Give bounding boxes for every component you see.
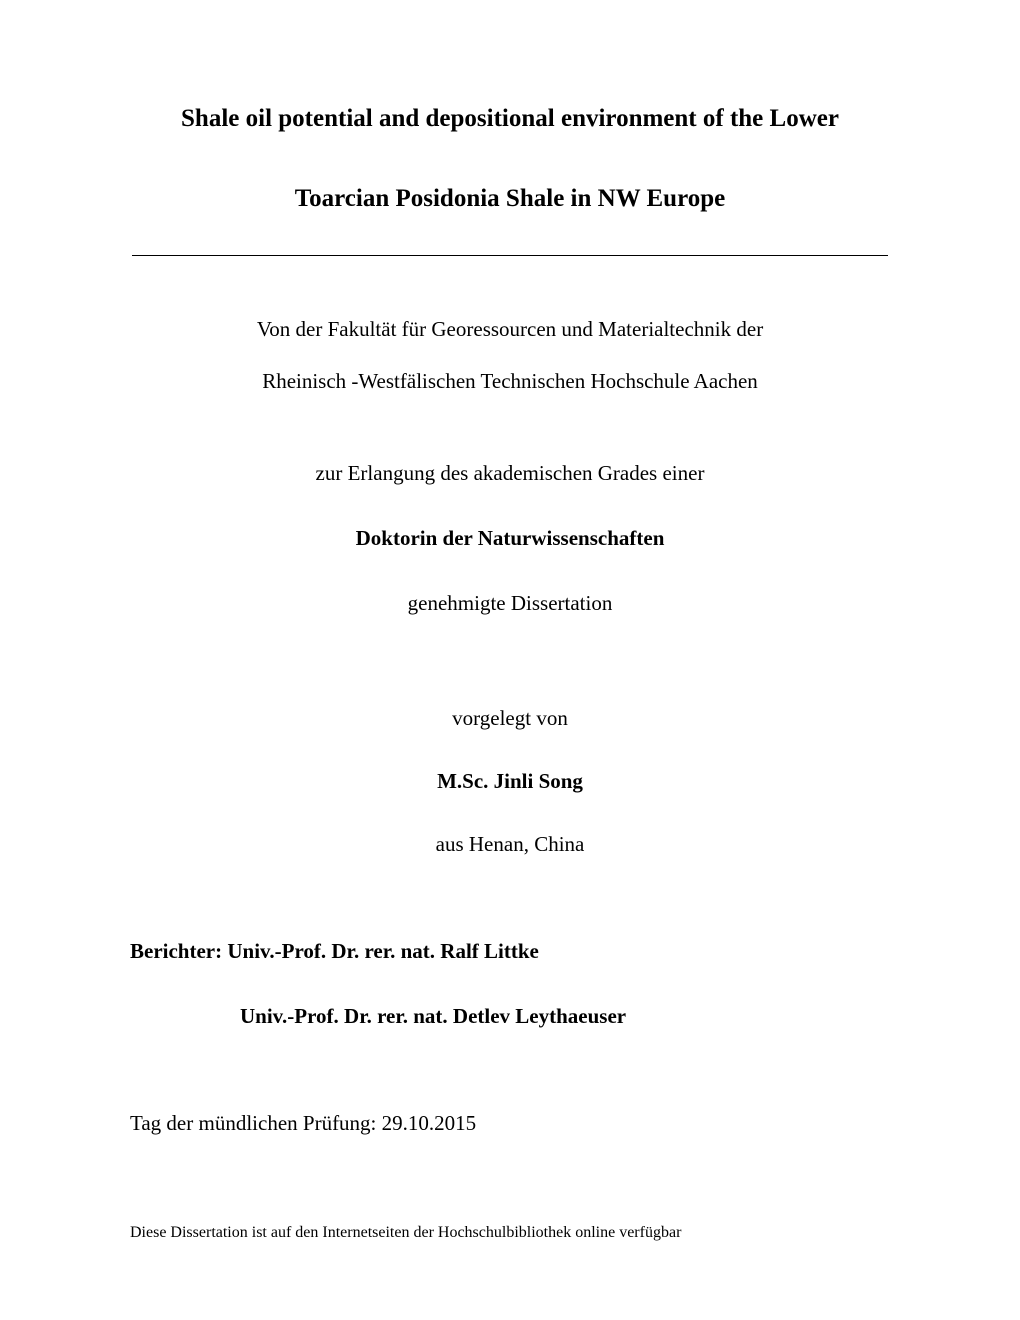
reviewer-1: Berichter: Univ.-Prof. Dr. rer. nat. Ral… xyxy=(130,939,890,964)
faculty-line-2: Rheinisch -Westfälischen Technischen Hoc… xyxy=(130,366,890,398)
dissertation-title: Shale oil potential and depositional env… xyxy=(130,100,890,217)
author-name: M.Sc. Jinli Song xyxy=(130,769,890,794)
dissertation-type: genehmigte Dissertation xyxy=(130,591,890,616)
exam-date: Tag der mündlichen Prüfung: 29.10.2015 xyxy=(130,1111,890,1136)
author-origin: aus Henan, China xyxy=(130,832,890,857)
title-line-2: Toarcian Posidonia Shale in NW Europe xyxy=(130,180,890,218)
reviewers-block: Berichter: Univ.-Prof. Dr. rer. nat. Ral… xyxy=(130,939,890,1029)
faculty-line-1: Von der Fakultät für Georessourcen und M… xyxy=(130,314,890,346)
presented-by-label: vorgelegt von xyxy=(130,706,890,731)
availability-note: Diese Dissertation ist auf den Internets… xyxy=(130,1224,890,1242)
title-line-1: Shale oil potential and depositional env… xyxy=(130,100,890,138)
presented-block: vorgelegt von M.Sc. Jinli Song aus Henan… xyxy=(130,706,890,857)
degree-purpose: zur Erlangung des akademischen Grades ei… xyxy=(130,461,890,486)
title-separator xyxy=(132,255,888,256)
degree-name: Doktorin der Naturwissenschaften xyxy=(130,526,890,551)
reviewer-2: Univ.-Prof. Dr. rer. nat. Detlev Leythae… xyxy=(130,1004,890,1029)
degree-block: zur Erlangung des akademischen Grades ei… xyxy=(130,461,890,616)
faculty-block: Von der Fakultät für Georessourcen und M… xyxy=(130,314,890,397)
